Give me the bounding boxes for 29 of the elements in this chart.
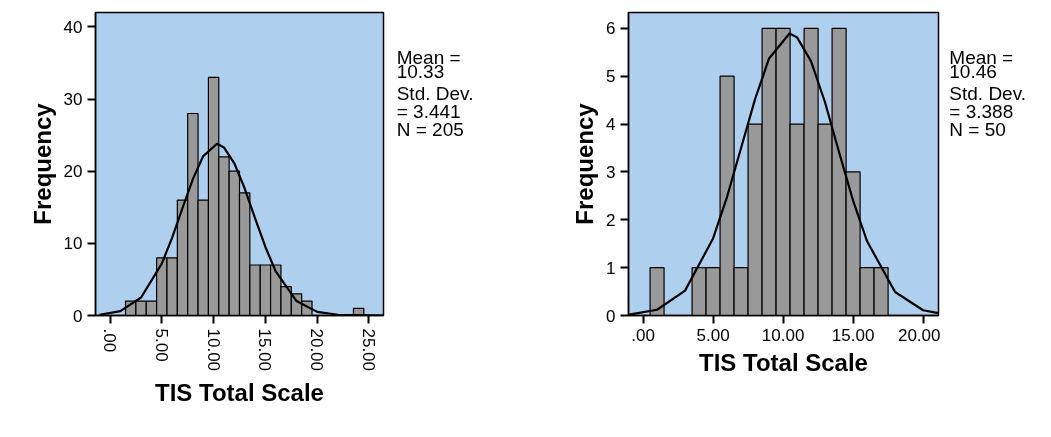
text: Mean = 10.46 Std. Dev. = 3.388 N = 50 [949, 47, 1027, 141]
y-tick-label: 2 [606, 210, 616, 230]
x-tick-label: 15.00 [255, 328, 275, 372]
y-tick-label: 5 [606, 67, 616, 87]
y-tick-label: 1 [606, 258, 616, 278]
y-tick-label: 0 [606, 306, 616, 326]
text: Mean = 10.33 Std. Dev. = 3.441 N = 205 [396, 47, 474, 141]
y-tick-label: 10 [63, 234, 83, 254]
y-tick-label: 6 [606, 19, 616, 39]
x-axis-title: TIS Total Scale [699, 348, 868, 376]
y-tick-label: 0 [73, 306, 83, 326]
x-tick-label: 15.00 [831, 325, 875, 345]
x-tick-label: .00 [100, 328, 119, 353]
y-tick-label: 40 [63, 17, 83, 37]
y-tick-label: 4 [606, 115, 616, 135]
x-axis-title: TIS Total Scale [155, 379, 324, 407]
y-tick-label: 3 [606, 162, 616, 182]
y-tick-label: 30 [63, 90, 83, 110]
x-tick-label: 10.00 [203, 328, 223, 372]
x-tick-label: 10.00 [761, 325, 805, 345]
x-tick-label: .00 [631, 325, 655, 345]
x-tick-label: 20.00 [897, 325, 941, 345]
x-tick-label: 20.00 [307, 328, 327, 372]
x-tick-label: 5.00 [696, 325, 730, 345]
x-tick-label: 25.00 [359, 328, 378, 372]
y-axis-title: Frequency [28, 102, 56, 225]
x-tick-label: 5.00 [151, 328, 171, 362]
y-tick-label: 20 [63, 162, 83, 182]
y-axis-title: Frequency [571, 102, 599, 225]
